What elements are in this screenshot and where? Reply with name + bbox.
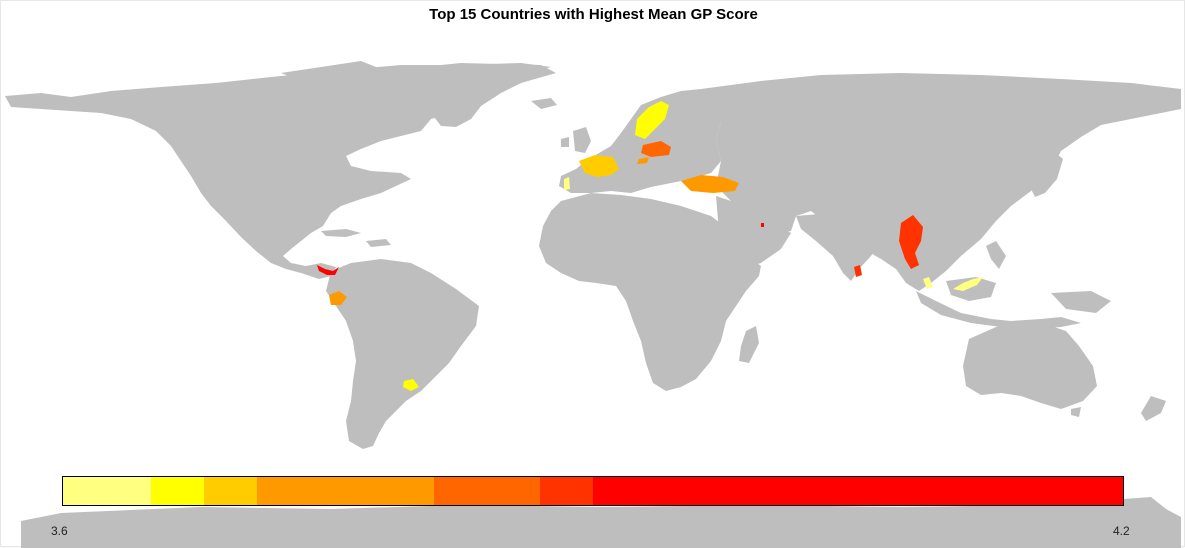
legend-max-label: 4.2: [1113, 524, 1130, 538]
new-zealand: [1141, 396, 1166, 421]
north-america-landmass: [5, 63, 551, 279]
map-title: Top 15 Countries with Highest Mean GP Sc…: [429, 6, 758, 23]
malaysia-borneo-region: [953, 277, 983, 291]
france-region: [579, 155, 619, 177]
british-isles: [561, 127, 591, 153]
qatar-region: [761, 223, 764, 227]
legend-segment: [257, 477, 434, 505]
africa-landmass: [539, 193, 761, 391]
malaysia-peninsula-region: [923, 277, 933, 289]
portugal-region: [564, 177, 570, 190]
hungary-region: [637, 157, 649, 164]
iceland: [531, 98, 557, 109]
caribbean-islands: [321, 229, 391, 247]
southeast-asia-islands: [916, 241, 1111, 329]
color-legend-bar: [62, 476, 1124, 506]
legend-segment: [433, 477, 540, 505]
antarctica-landmass: [21, 497, 1181, 548]
australia-landmass: [963, 321, 1097, 409]
legend-segment: [151, 477, 205, 505]
highlighted-countries: [317, 101, 983, 391]
ecuador-region: [329, 291, 347, 305]
uruguay-region: [403, 379, 419, 391]
poland-region: [641, 141, 671, 157]
sri-lanka-region: [854, 265, 862, 277]
japan: [1031, 151, 1063, 197]
asia-landmass: [701, 73, 1181, 291]
legend-segment: [63, 477, 152, 505]
costa-rica-panama-region: [317, 265, 339, 275]
myanmar-region: [899, 215, 923, 269]
sweden-region: [635, 101, 669, 139]
legend-segment: [204, 477, 258, 505]
tasmania: [1071, 407, 1081, 417]
turkey-region: [681, 175, 739, 193]
legend-min-label: 3.6: [51, 524, 68, 538]
india-subcontinent: [796, 213, 881, 281]
south-america-landmass: [326, 259, 479, 449]
greenland: [401, 63, 556, 127]
legend-segment: [539, 477, 593, 505]
legend-segment: [592, 477, 1123, 505]
madagascar: [739, 326, 759, 363]
arctic-islands: [281, 61, 381, 85]
land-layer: [5, 61, 1181, 548]
